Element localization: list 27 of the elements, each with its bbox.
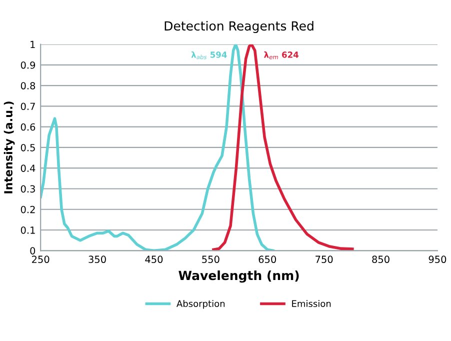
annotation: λ$_{abs}$ 594 — [191, 51, 227, 60]
x-tick-label: 450 — [145, 256, 163, 264]
y-tick-label: 0.5 — [20, 144, 35, 152]
x-tick-label: 650 — [258, 256, 276, 264]
y-tick-label: 0 — [30, 247, 36, 254]
y-tick-label: 0.3 — [20, 185, 35, 193]
x-tick-label: 250 — [32, 256, 50, 264]
x-tick-label: 550 — [202, 256, 220, 264]
x-tick-label: 750 — [316, 256, 333, 264]
annotation: λ$_{em}$ 624 — [264, 51, 299, 60]
chart-title: Detection Reagents Red — [164, 20, 314, 34]
y-tick-label: 0.2 — [20, 206, 35, 214]
x-tick-label: 850 — [372, 256, 390, 264]
y-tick-label: 0.4 — [20, 164, 36, 172]
y-tick-label: 0.9 — [20, 61, 36, 69]
y-axis-title: Intensity (a.u.) — [4, 102, 15, 194]
legend-label: Emission — [292, 300, 331, 308]
y-tick-label: 0.8 — [20, 82, 36, 90]
x-tick-label: 950 — [428, 256, 446, 264]
x-axis-title: Wavelength (nm) — [178, 270, 299, 283]
legend-label: Absorption — [176, 300, 225, 309]
y-tick-label: 0.6 — [20, 123, 36, 131]
y-tick-label: 0.1 — [20, 226, 35, 234]
x-tick-label: 350 — [88, 256, 106, 264]
line-series — [212, 44, 354, 251]
y-tick-label: 1 — [30, 40, 35, 48]
y-tick-label: 0.7 — [20, 102, 35, 110]
